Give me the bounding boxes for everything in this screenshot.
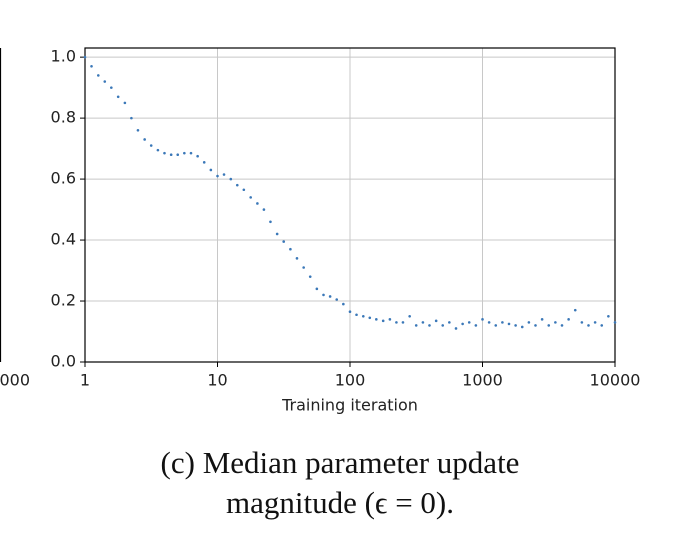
point [275, 232, 279, 236]
point [527, 321, 531, 324]
point [235, 183, 239, 187]
point [209, 168, 213, 172]
point [149, 144, 153, 147]
point [335, 298, 339, 301]
point [328, 295, 332, 298]
point [395, 321, 398, 324]
point [428, 324, 431, 327]
x-tick-label: 1000 [462, 371, 503, 390]
point [501, 321, 504, 324]
point [289, 247, 292, 251]
x-tick-label: 1 [80, 371, 90, 390]
point [487, 321, 491, 324]
point [567, 318, 570, 321]
point [342, 302, 345, 306]
point [176, 153, 180, 156]
point [547, 324, 551, 327]
neighbor-tick-label: 000 [0, 371, 30, 390]
point [375, 318, 378, 321]
point [229, 177, 233, 181]
y-tick-label: 0.8 [51, 108, 76, 127]
point [262, 208, 266, 211]
point [448, 321, 451, 324]
point [507, 322, 511, 326]
point [322, 293, 325, 297]
point [580, 321, 584, 324]
point [96, 74, 100, 77]
point [381, 319, 385, 323]
point [222, 173, 226, 176]
point [593, 321, 597, 324]
point [103, 80, 107, 83]
point [163, 151, 166, 155]
point [169, 153, 173, 156]
x-axis-label: Training iteration [281, 396, 418, 415]
point [481, 318, 484, 321]
point [216, 174, 219, 178]
point [408, 314, 411, 318]
point [282, 240, 286, 243]
x-tick-label: 10000 [590, 371, 641, 390]
y-tick-label: 0.0 [51, 352, 76, 371]
y-tick-label: 0.4 [51, 230, 76, 249]
point [308, 275, 312, 278]
point [302, 266, 305, 269]
point [361, 314, 365, 318]
point [414, 324, 418, 327]
point [368, 316, 372, 320]
point [474, 324, 478, 327]
point [554, 321, 557, 324]
point [613, 321, 617, 324]
point [189, 151, 193, 155]
point [573, 308, 577, 312]
y-tick-label: 0.2 [51, 291, 76, 310]
point [295, 257, 299, 260]
point [256, 202, 259, 205]
point [83, 55, 87, 59]
point [520, 325, 524, 329]
point [467, 321, 471, 324]
x-tick-label: 10 [207, 371, 227, 390]
point [196, 154, 199, 158]
point [607, 314, 610, 318]
point [600, 324, 604, 327]
point [269, 220, 272, 224]
point [494, 324, 498, 327]
point [110, 86, 113, 89]
point [90, 64, 93, 68]
point [143, 138, 146, 141]
point [514, 324, 517, 327]
point [130, 116, 133, 120]
point [355, 313, 358, 317]
x-tick-label: 100 [335, 371, 366, 390]
point [156, 148, 160, 152]
point [183, 151, 186, 155]
point [434, 319, 438, 323]
caption-line: magnitude (ϵ = 0). [226, 485, 454, 520]
point [461, 322, 464, 326]
point [454, 327, 458, 330]
point [540, 318, 544, 321]
point [560, 324, 564, 327]
point [534, 324, 537, 327]
y-tick-label: 0.6 [51, 169, 76, 188]
point [421, 321, 425, 324]
point [242, 188, 246, 192]
point [401, 321, 405, 324]
point [202, 161, 206, 164]
point [136, 129, 140, 132]
plot-frame [84, 47, 616, 363]
point [249, 196, 252, 199]
point [388, 318, 392, 321]
point [123, 101, 127, 105]
point [348, 310, 352, 313]
y-tick-label: 1.0 [51, 47, 76, 66]
point [441, 324, 445, 327]
caption-line: (c) Median parameter update [161, 445, 520, 480]
point [315, 287, 319, 291]
point [116, 95, 120, 99]
point [587, 324, 590, 327]
